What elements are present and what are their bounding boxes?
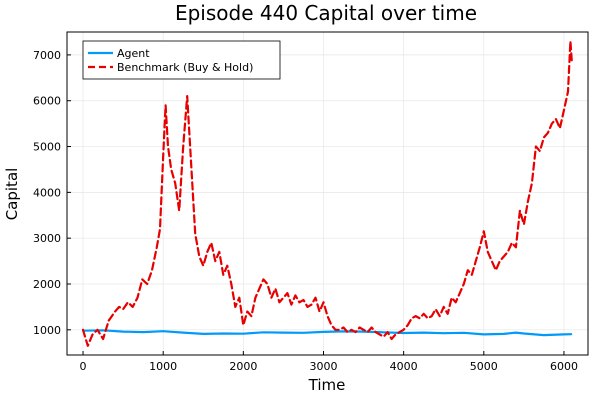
x-axis-title: Time (308, 376, 346, 394)
legend-label: Agent (117, 47, 150, 60)
tick-layer: 0 1000 2000 3000 4000 5000 6000 1000 2000 3000 400… (33, 49, 578, 373)
y-tick-label: 5000 (33, 141, 61, 154)
x-tick-label: 1000 (149, 360, 177, 373)
y-axis-title: Capital (3, 168, 21, 221)
x-tick-label: 3000 (309, 360, 337, 373)
x-tick-label: 5000 (470, 360, 498, 373)
y-tick-label: 4000 (33, 186, 61, 199)
chart-title: Episode 440 Capital over time (175, 1, 477, 25)
legend-box (82, 40, 281, 80)
y-tick-label: 7000 (33, 49, 61, 62)
x-tick-label: 2000 (229, 360, 257, 373)
x-tick-label: 6000 (550, 360, 578, 373)
y-tick-label: 1000 (33, 324, 61, 337)
series-layer (81, 40, 574, 347)
series-line-benchmark-buy-hold (81, 40, 574, 347)
x-tick-label: 0 (80, 360, 87, 373)
plot-frame (66, 31, 589, 356)
legend-label: Benchmark (Buy & Hold) (117, 61, 253, 74)
grid (67, 32, 588, 355)
y-tick-label: 6000 (33, 95, 61, 108)
y-tick-label: 3000 (33, 232, 61, 245)
x-tick-label: 4000 (390, 360, 418, 373)
series-line-agent (81, 329, 573, 337)
y-tick-label: 2000 (33, 278, 61, 291)
